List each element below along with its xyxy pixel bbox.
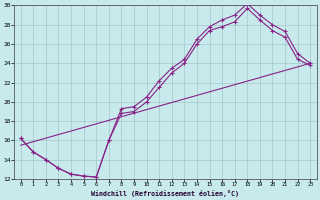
X-axis label: Windchill (Refroidissement éolien,°C): Windchill (Refroidissement éolien,°C) bbox=[92, 190, 239, 197]
